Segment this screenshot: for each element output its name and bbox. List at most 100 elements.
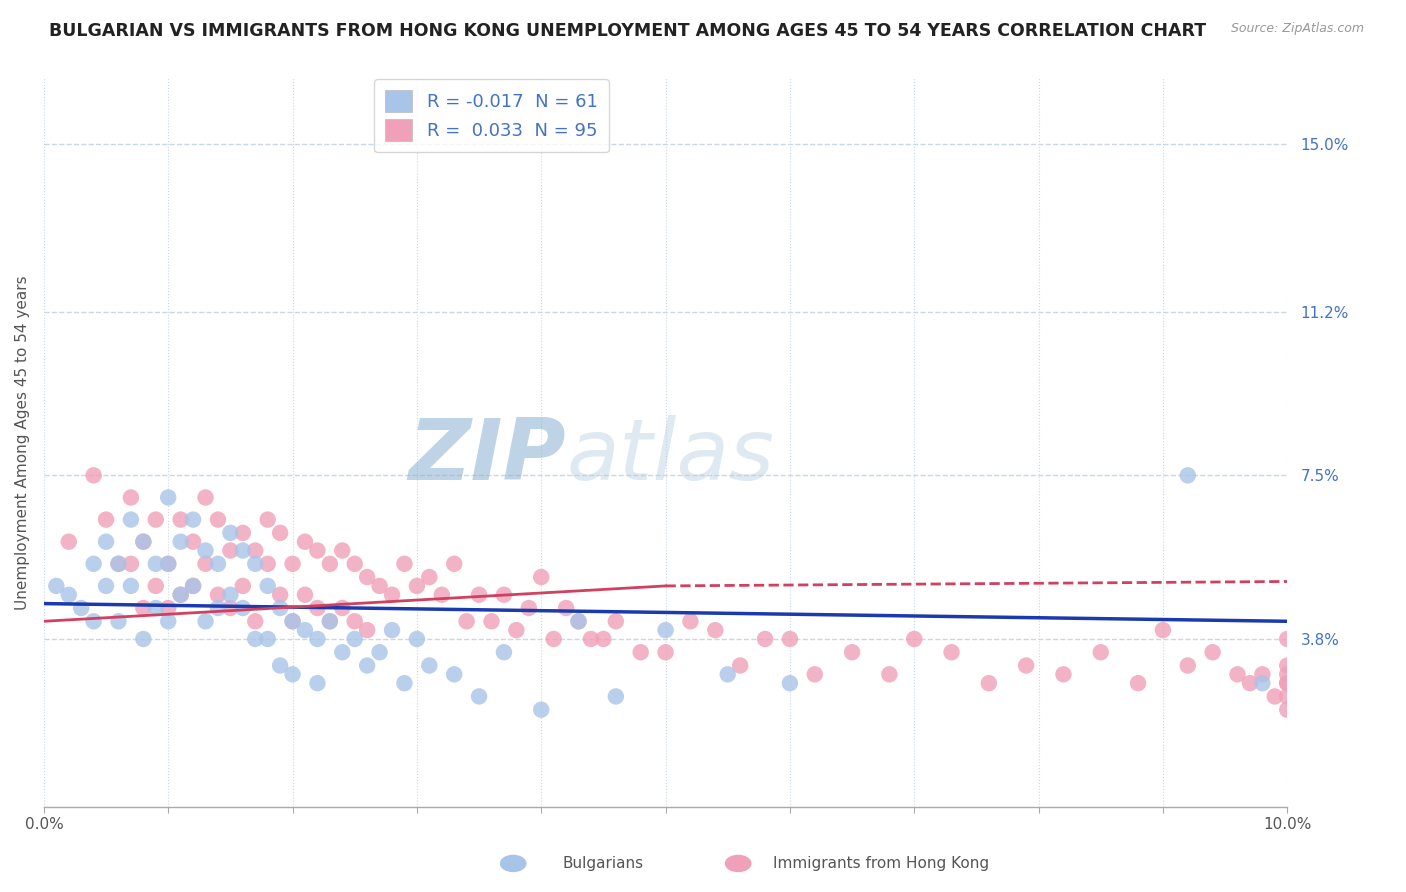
Point <box>232 601 254 615</box>
Point <box>1277 658 1299 673</box>
Point <box>307 601 329 615</box>
Point <box>194 557 217 571</box>
Point <box>207 557 229 571</box>
Point <box>194 543 217 558</box>
Point <box>157 615 180 629</box>
Point <box>530 570 553 584</box>
Point <box>120 512 142 526</box>
Point <box>841 645 863 659</box>
Point <box>394 676 416 690</box>
Point <box>343 557 366 571</box>
Point <box>1264 690 1286 704</box>
Point <box>169 588 191 602</box>
Point <box>319 615 342 629</box>
Y-axis label: Unemployment Among Ages 45 to 54 years: Unemployment Among Ages 45 to 54 years <box>15 275 30 609</box>
Point <box>145 557 167 571</box>
Point <box>605 615 627 629</box>
Point <box>879 667 901 681</box>
Point <box>330 645 353 659</box>
Point <box>245 632 267 646</box>
Point <box>704 623 727 637</box>
Point <box>307 543 329 558</box>
Point <box>1277 703 1299 717</box>
Point <box>194 615 217 629</box>
Point <box>330 543 353 558</box>
Point <box>492 645 515 659</box>
Point <box>1177 658 1199 673</box>
Point <box>269 658 291 673</box>
Point <box>1126 676 1149 690</box>
Point <box>679 615 702 629</box>
Point <box>281 615 304 629</box>
Point <box>1177 468 1199 483</box>
Point <box>294 623 316 637</box>
Point <box>145 579 167 593</box>
Point <box>468 588 491 602</box>
Point <box>1201 645 1223 659</box>
Point <box>592 632 614 646</box>
Point <box>256 632 278 646</box>
Point <box>83 557 105 571</box>
Point <box>356 623 378 637</box>
Point <box>120 557 142 571</box>
Point <box>256 579 278 593</box>
Point <box>468 690 491 704</box>
Text: Bulgarians: Bulgarians <box>562 856 644 871</box>
Point <box>1239 676 1261 690</box>
Point <box>157 557 180 571</box>
Point <box>120 491 142 505</box>
Point <box>58 588 80 602</box>
Legend: R = -0.017  N = 61, R =  0.033  N = 95: R = -0.017 N = 61, R = 0.033 N = 95 <box>374 79 609 153</box>
Point <box>517 601 540 615</box>
Point <box>245 615 267 629</box>
Point <box>1015 658 1038 673</box>
Point <box>169 588 191 602</box>
Point <box>356 658 378 673</box>
Point <box>319 615 342 629</box>
Point <box>45 579 67 593</box>
Point <box>418 570 440 584</box>
Point <box>567 615 589 629</box>
Point <box>754 632 776 646</box>
Point <box>269 601 291 615</box>
Point <box>903 632 925 646</box>
Point <box>132 534 155 549</box>
Point <box>430 588 453 602</box>
Point <box>245 543 267 558</box>
Point <box>207 588 229 602</box>
Point <box>107 557 129 571</box>
Text: Source: ZipAtlas.com: Source: ZipAtlas.com <box>1230 22 1364 36</box>
Point <box>1251 667 1274 681</box>
Point <box>443 667 465 681</box>
Point <box>83 468 105 483</box>
Point <box>505 623 527 637</box>
Point <box>219 601 242 615</box>
Point <box>281 615 304 629</box>
Point <box>83 615 105 629</box>
Point <box>343 632 366 646</box>
Point <box>269 588 291 602</box>
Point <box>1090 645 1112 659</box>
Point <box>207 512 229 526</box>
Point <box>605 690 627 704</box>
Text: atlas: atlas <box>567 416 775 499</box>
Point <box>181 579 204 593</box>
Point <box>381 623 404 637</box>
Point <box>169 534 191 549</box>
Point <box>381 588 404 602</box>
Point <box>207 601 229 615</box>
Point <box>368 579 391 593</box>
Point <box>181 579 204 593</box>
Point <box>294 534 316 549</box>
Point <box>107 557 129 571</box>
Point <box>219 543 242 558</box>
Point <box>94 579 117 593</box>
Point <box>579 632 602 646</box>
Point <box>219 588 242 602</box>
Point <box>181 512 204 526</box>
Point <box>120 579 142 593</box>
Point <box>330 601 353 615</box>
Point <box>368 645 391 659</box>
Point <box>1226 667 1249 681</box>
Point <box>456 615 478 629</box>
